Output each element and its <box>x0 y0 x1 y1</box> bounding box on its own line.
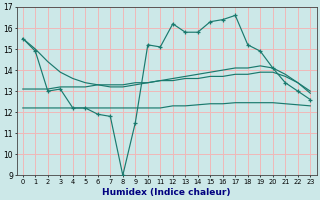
X-axis label: Humidex (Indice chaleur): Humidex (Indice chaleur) <box>102 188 231 197</box>
